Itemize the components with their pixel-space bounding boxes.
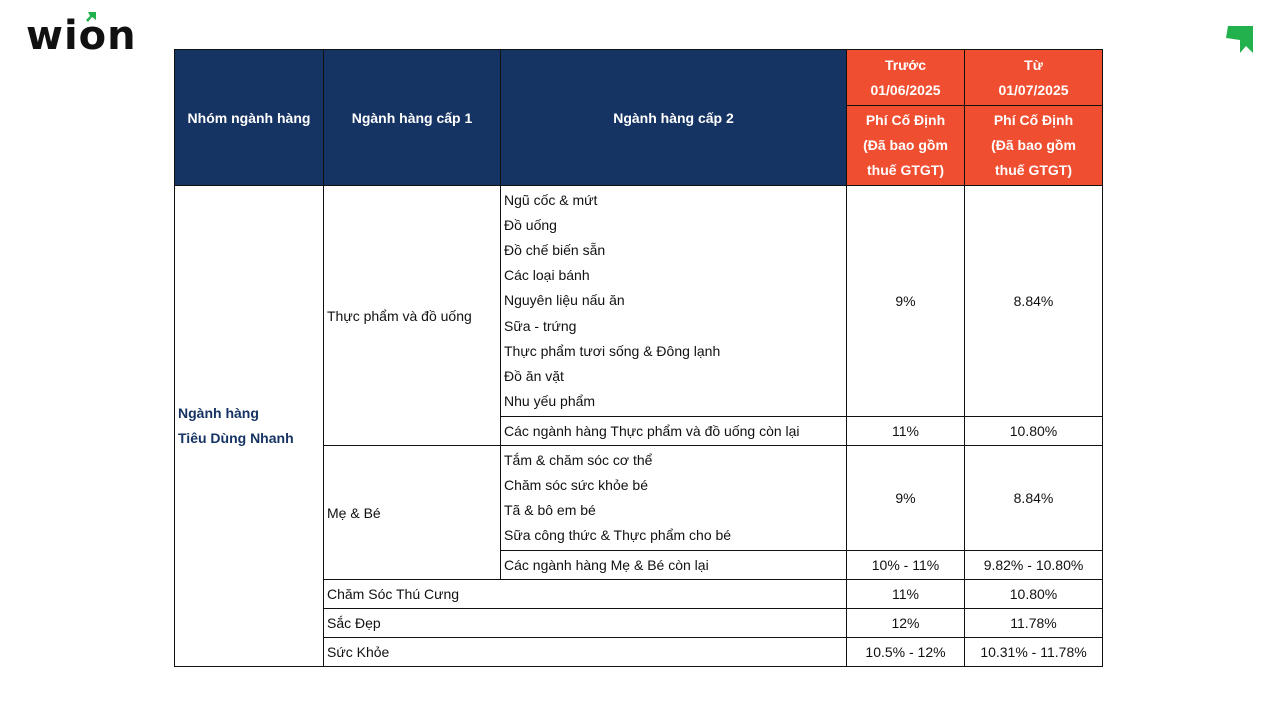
corner-arrow-icon [1226,26,1253,53]
category-item: Ngũ cốc & mứt [504,191,598,208]
table-row: Ngành hàng Tiêu Dùng Nhanh Thực phẩm và đ… [174,185,1103,667]
other-label: Sức Khỏe [323,637,847,667]
food-items: Ngũ cốc & mứt Đồ uống Đồ chế biến sẵn Các l… [500,185,847,417]
header-fee-from: Phí Cố Định (Đã bao gồm thuế GTGT) [964,105,1103,186]
table-row: Chăm Sóc Thú Cưng 11% 10.80% [175,579,1103,609]
food-rest: Các ngành hàng Thực phẩm và đồ uống còn … [500,416,847,446]
other-from: 10.31% - 11.78% [964,637,1103,667]
category-item: Các loại bánh [504,267,590,284]
baby-from: 8.84% [964,445,1103,551]
header-level2: Ngành hàng cấp 2 [500,49,847,186]
baby-rest: Các ngành hàng Mẹ & Bé còn lại [500,550,847,580]
other-from: 11.78% [964,608,1103,638]
other-label: Sắc Đẹp [323,608,847,638]
other-before: 11% [846,579,965,609]
baby-items: Tắm & chăm sóc cơ thể Chăm sóc sức khỏe b… [500,445,847,551]
header-from: Từ 01/07/2025 [964,49,1103,106]
food-level1: Thực phẩm và đồ uống [323,185,501,446]
category-item: Sữa - trứng [504,317,577,334]
header-group: Nhóm ngành hàng [174,49,324,186]
other-before: 10.5% - 12% [846,637,965,667]
other-before: 12% [846,608,965,638]
group-cell: Ngành hàng Tiêu Dùng Nhanh [174,185,324,667]
category-item: Tắm & chăm sóc cơ thể [504,451,653,468]
other-from: 10.80% [964,579,1103,609]
baby-level1: Mẹ & Bé [323,445,501,580]
category-item: Nguyên liệu nấu ăn [504,292,625,309]
food-rest-before: 11% [846,416,965,446]
category-item: Đồ uống [504,216,557,233]
baby-before: 9% [846,445,965,551]
category-item: Đồ ăn vặt [504,368,564,384]
food-rest-from: 10.80% [964,416,1103,446]
food-from: 8.84% [964,185,1103,417]
category-item: Thực phẩm tươi sống & Đông lạnh [504,342,721,359]
table-row: Các ngành hàng Thực phẩm và đồ uống còn … [175,416,1103,446]
category-item: Sữa công thức & Thực phẩm cho bé [504,527,732,544]
baby-rest-from: 9.82% - 10.80% [964,550,1103,580]
table-row: Sức Khỏe 10.5% - 12% 10.31% - 11.78% [175,637,1103,667]
category-item: Chăm sóc sức khỏe bé [504,476,648,493]
category-item: Nhu yếu phẩm [504,393,596,410]
category-item: Tã & bô em bé [504,502,596,518]
baby-rest-before: 10% - 11% [846,550,965,580]
logo-arrow-icon [86,12,96,22]
fee-table: Nhóm ngành hàng Ngành hàng cấp 1 Ngành h… [174,49,1103,667]
other-label: Chăm Sóc Thú Cưng [323,579,847,609]
header-before: Trước 01/06/2025 [846,49,965,106]
header-level1: Ngành hàng cấp 1 [323,49,501,186]
food-before: 9% [846,185,965,417]
wion-logo: wion [26,13,137,59]
table-row: Mẹ & Bé Tắm & chăm sóc cơ thể Chăm sóc sứ… [175,445,1103,580]
header-fee-before: Phí Cố Định (Đã bao gồm thuế GTGT) [846,105,965,186]
table-row: Các ngành hàng Mẹ & Bé còn lại 10% - 11%… [175,550,1103,580]
category-item: Đồ chế biến sẵn [504,241,606,258]
